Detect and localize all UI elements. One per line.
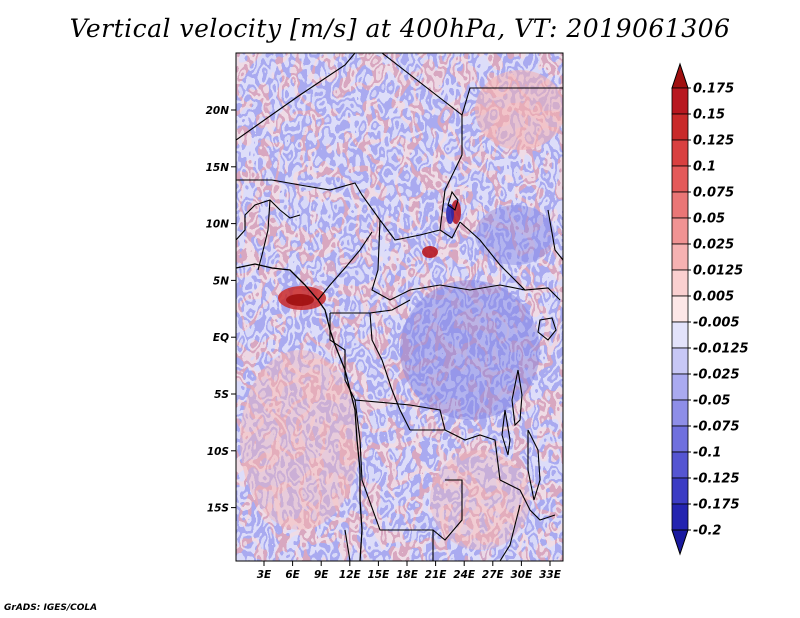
- lat-label: 10N: [206, 219, 230, 231]
- lon-label: 21E: [425, 569, 448, 581]
- positive-area-southwest: [240, 350, 360, 530]
- colorbar-box: [671, 399, 689, 427]
- lon-label: 15E: [368, 569, 391, 581]
- latitude-labels: 20N 15N 10N 5N EQ 5S 10S 15S: [206, 105, 236, 515]
- colorbar-label: 0.025: [693, 238, 734, 253]
- colorbar-label: 0.15: [693, 108, 725, 123]
- colorbar-box: [671, 425, 689, 453]
- colorbar-box: [671, 295, 689, 323]
- lon-label: 18E: [396, 569, 419, 581]
- colorbar-box: [671, 217, 689, 245]
- colorbar-label: 0.1: [693, 160, 716, 175]
- lon-label: 33E: [539, 569, 562, 581]
- negative-area-east: [475, 205, 555, 265]
- lon-label: 24E: [453, 569, 476, 581]
- lakes: [447, 190, 557, 501]
- colorbar-label: -0.05: [693, 394, 730, 409]
- longitude-labels: 3E 6E 9E 12E 15E 18E 21E 24E 27E 30E 33E: [257, 561, 562, 581]
- lon-label: 30E: [511, 569, 534, 581]
- grads-credit: GrADS: IGES/COLA: [4, 603, 98, 613]
- colorbar-label: -0.2: [693, 524, 721, 539]
- lon-label: 6E: [285, 569, 300, 581]
- colorbar-label: -0.0125: [693, 342, 749, 357]
- colorbar-bottom-arrow: [671, 529, 689, 556]
- colorbar-box: [671, 321, 689, 349]
- colorbar-label: -0.125: [693, 472, 740, 487]
- positive-area-northeast: [475, 70, 563, 150]
- negative-area-congo: [400, 280, 540, 420]
- lon-label: 3E: [257, 569, 272, 581]
- lat-label: 15S: [207, 503, 229, 515]
- colorbar: 0.175 0.15 0.125 0.1 0.075 0.05 0.025 0.0125 0.0…: [671, 62, 749, 556]
- colorbar-label: 0.175: [693, 82, 734, 97]
- lat-label: 15N: [206, 162, 230, 174]
- lat-label: 5N: [213, 275, 229, 287]
- colorbar-box: [671, 87, 689, 115]
- colorbar-box: [671, 139, 689, 167]
- colorbar-box: [671, 269, 689, 297]
- colorbar-box: [671, 113, 689, 141]
- plot-title: Vertical velocity [m/s] at 400hPa, VT: 2…: [69, 14, 731, 43]
- colorbar-label: -0.005: [693, 316, 740, 331]
- colorbar-box: [671, 503, 689, 531]
- colorbar-label: -0.075: [693, 420, 740, 435]
- colorbar-box: [671, 451, 689, 479]
- colorbar-box: [671, 347, 689, 375]
- colorbar-box: [671, 191, 689, 219]
- colorbar-label: -0.1: [693, 446, 721, 461]
- colorbar-label: 0.0125: [693, 264, 743, 279]
- positive-area-south: [430, 450, 530, 550]
- colorbar-label: 0.005: [693, 290, 734, 305]
- map-frame: [235, 52, 564, 562]
- colorbar-box: [671, 477, 689, 505]
- lon-label: 27E: [482, 569, 505, 581]
- lat-label: 20N: [206, 105, 230, 117]
- coastline: [236, 263, 363, 561]
- colorbar-box: [671, 373, 689, 401]
- colorbar-box: [671, 243, 689, 271]
- map-field: [236, 53, 563, 561]
- colorbar-top-arrow: [671, 62, 689, 89]
- strong-updraft-core: [286, 294, 314, 306]
- colorbar-box: [671, 165, 689, 193]
- lat-label: EQ: [213, 332, 229, 344]
- colorbar-label: 0.125: [693, 134, 734, 149]
- colorbar-label: 0.05: [693, 212, 725, 227]
- lon-label: 12E: [339, 569, 362, 581]
- lon-label: 9E: [314, 569, 329, 581]
- updraft-car: [422, 246, 438, 258]
- downdraft-chad: [446, 204, 454, 224]
- lat-label: 10S: [207, 446, 229, 458]
- colorbar-label: 0.075: [693, 186, 734, 201]
- colorbar-label: -0.175: [693, 498, 740, 513]
- lat-label: 5S: [214, 389, 229, 401]
- colorbar-label: -0.025: [693, 368, 740, 383]
